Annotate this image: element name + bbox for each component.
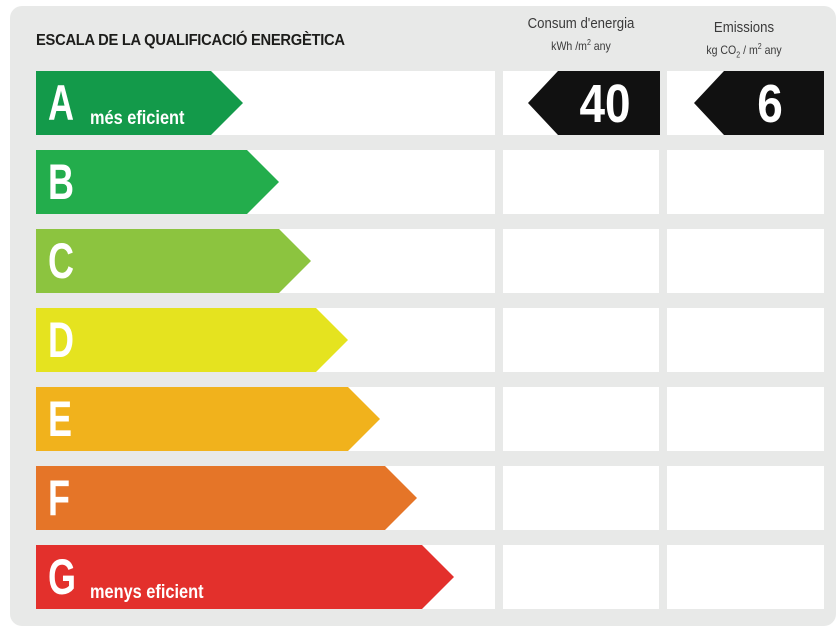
class-sublabel: més eficient <box>90 108 185 129</box>
consumption-cell-f <box>503 466 659 530</box>
emissions-column-header: Emissions kg CO2 / m2 any <box>666 18 822 64</box>
emissions-cell-b <box>667 150 824 214</box>
class-arrow-c: C <box>36 229 311 293</box>
emissions-rating-badge: 6 <box>694 71 824 135</box>
consumption-cell-e <box>503 387 659 451</box>
consumption-heading: Consum d'energia <box>527 15 635 32</box>
class-letter: B <box>48 154 74 210</box>
class-arrow-f: F <box>36 466 417 530</box>
class-letter: C <box>48 233 74 289</box>
class-arrow-b: B <box>36 150 279 214</box>
consumption-column-header: Consum d'energia kWh /m2 any <box>503 14 659 55</box>
class-arrow-e: E <box>36 387 380 451</box>
class-letter: G <box>48 549 77 605</box>
consumption-cell-b <box>503 150 659 214</box>
emissions-unit: kg CO2 / m2 any <box>706 42 782 60</box>
emissions-heading: Emissions <box>713 19 775 36</box>
consumption-cell-g <box>503 545 659 609</box>
emissions-cell-g <box>667 545 824 609</box>
consumption-cell-c <box>503 229 659 293</box>
class-letter: D <box>48 312 74 368</box>
class-arrow-d: D <box>36 308 348 372</box>
class-letter: F <box>48 470 70 526</box>
consumption-unit: kWh /m2 any <box>551 38 611 53</box>
class-sublabel: menys eficient <box>90 582 204 603</box>
emissions-cell-f <box>667 466 824 530</box>
emissions-cell-e <box>667 387 824 451</box>
emissions-value: 6 <box>757 74 783 134</box>
class-letter: E <box>48 391 73 447</box>
emissions-cell-d <box>667 308 824 372</box>
label-title: ESCALA DE LA QUALIFICACIÓ ENERGÈTICA <box>36 32 345 49</box>
class-letter: A <box>48 75 74 131</box>
emissions-cell-c <box>667 229 824 293</box>
consumption-cell-d <box>503 308 659 372</box>
consumption-value: 40 <box>579 74 631 134</box>
consumption-rating-badge: 40 <box>528 71 660 135</box>
